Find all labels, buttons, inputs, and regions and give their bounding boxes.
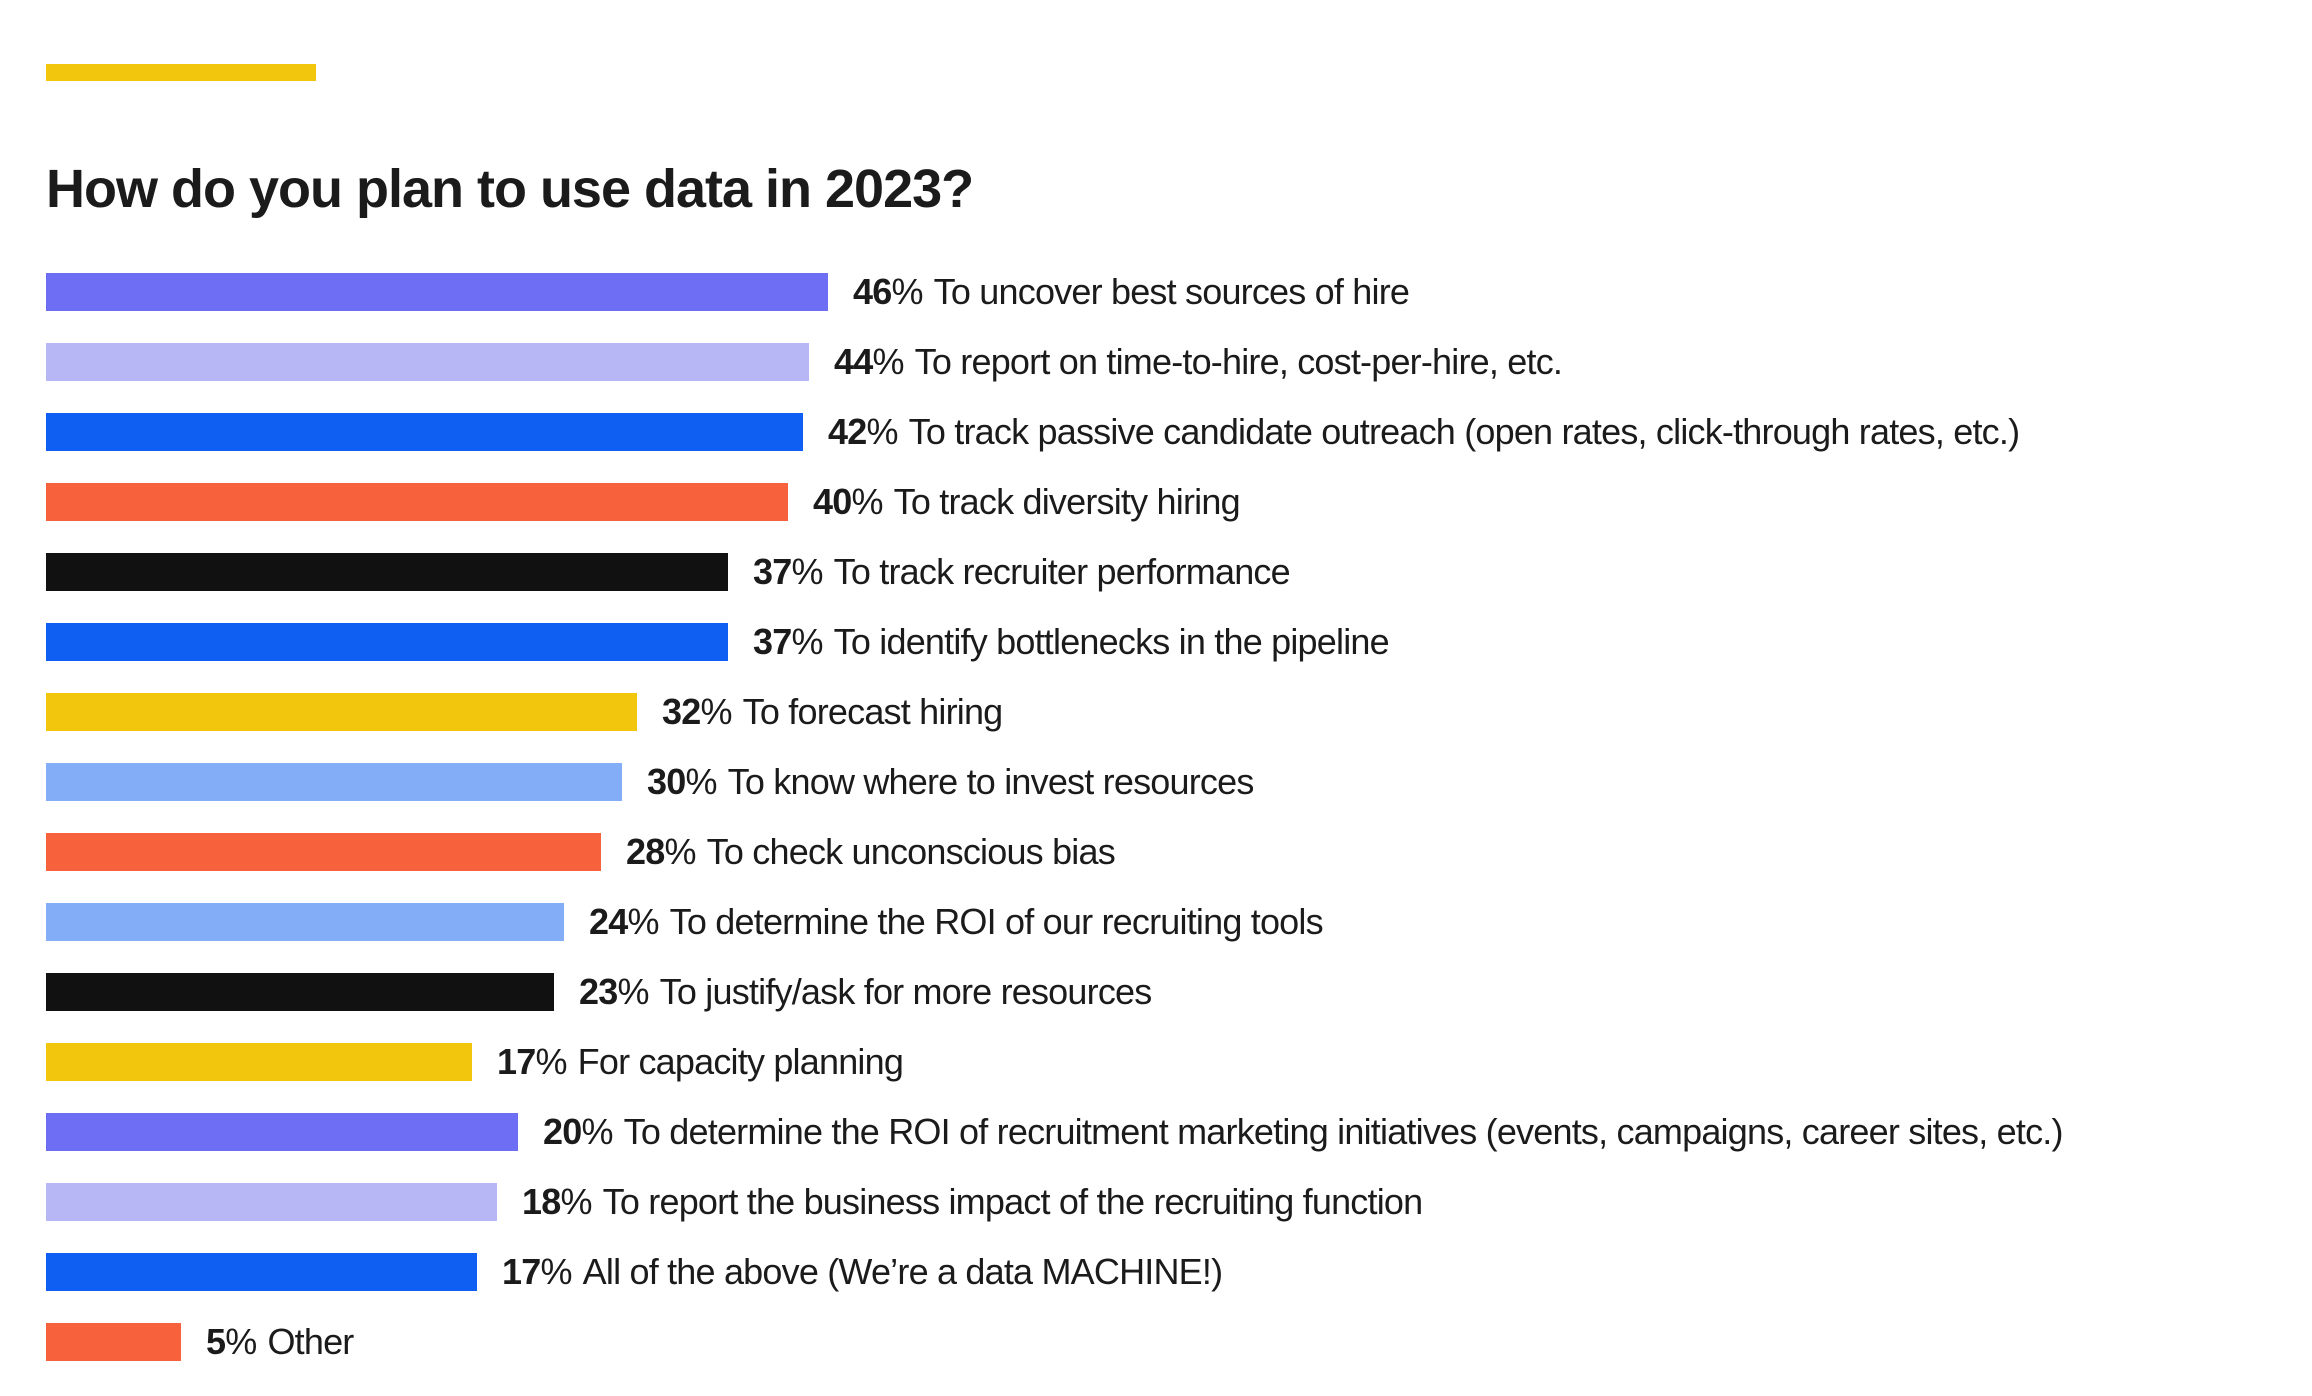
bar-value: 17 bbox=[502, 1251, 541, 1292]
bar-label: 37% To track recruiter performance bbox=[753, 551, 1291, 592]
bar-category-label: To identify bottlenecks in the pipeline bbox=[833, 621, 1390, 662]
percent-sign: % bbox=[225, 1321, 257, 1362]
bar-chart: 46% To uncover best sources of hire 44% To … bbox=[46, 257, 2312, 1377]
bar-row: 17% All of the above (We’re a data MACHIN… bbox=[46, 1237, 2312, 1307]
percent-sign: % bbox=[891, 271, 923, 312]
bar-category-label: To justify/ask for more resources bbox=[659, 971, 1153, 1012]
accent-bar bbox=[46, 64, 316, 81]
bar-row: 42% To track passive candidate outreach (… bbox=[46, 397, 2312, 467]
percent-sign: % bbox=[685, 761, 717, 802]
bar-label: 46% To uncover best sources of hire bbox=[853, 271, 1410, 312]
bar-row: 24% To determine the ROI of our recruitin… bbox=[46, 887, 2312, 957]
bar-category-label: All of the above (We’re a data MACHINE!) bbox=[582, 1251, 1223, 1292]
bar-row: 40% To track diversity hiring bbox=[46, 467, 2312, 537]
bar-label: 42% To track passive candidate outreach (… bbox=[828, 411, 2020, 452]
bar-value: 18 bbox=[522, 1181, 561, 1222]
bar-label: 17% For capacity planning bbox=[497, 1041, 904, 1082]
bar-label: 44% To report on time-to-hire, cost-per-h… bbox=[834, 341, 1563, 382]
bar bbox=[46, 1253, 477, 1291]
bar-category-label: Other bbox=[267, 1321, 354, 1362]
bar-category-label: To report on time-to-hire, cost-per-hire… bbox=[914, 341, 1563, 382]
bar bbox=[46, 693, 637, 731]
percent-sign: % bbox=[791, 551, 823, 592]
bar bbox=[46, 1183, 497, 1221]
bar-value: 30 bbox=[647, 761, 686, 802]
bar-value: 23 bbox=[579, 971, 618, 1012]
bar-value: 17 bbox=[497, 1041, 536, 1082]
percent-sign: % bbox=[791, 621, 823, 662]
bar bbox=[46, 623, 728, 661]
bar-row: 46% To uncover best sources of hire bbox=[46, 257, 2312, 327]
bar bbox=[46, 1323, 181, 1361]
bar-category-label: To know where to invest resources bbox=[727, 761, 1255, 802]
bar-label: 37% To identify bottlenecks in the pipeli… bbox=[753, 621, 1390, 662]
bar-label: 23% To justify/ask for more resources bbox=[579, 971, 1153, 1012]
bar-value: 32 bbox=[662, 691, 701, 732]
percent-sign: % bbox=[872, 341, 904, 382]
bar bbox=[46, 413, 803, 451]
bar-row: 18% To report the business impact of the … bbox=[46, 1167, 2312, 1237]
bar-row: 28% To check unconscious bias bbox=[46, 817, 2312, 887]
bar-row: 32% To forecast hiring bbox=[46, 677, 2312, 747]
bar bbox=[46, 833, 601, 871]
bar-category-label: To track recruiter performance bbox=[833, 551, 1291, 592]
bar-category-label: To track diversity hiring bbox=[893, 481, 1241, 522]
bar-label: 18% To report the business impact of the … bbox=[522, 1181, 1423, 1222]
bar-row: 5% Other bbox=[46, 1307, 2312, 1377]
bar-category-label: To report the business impact of the rec… bbox=[602, 1181, 1423, 1222]
bar-row: 37% To track recruiter performance bbox=[46, 537, 2312, 607]
bar-label: 40% To track diversity hiring bbox=[813, 481, 1241, 522]
bar-label: 30% To know where to invest resources bbox=[647, 764, 1254, 800]
bar-row: 30% To know where to invest resources bbox=[46, 747, 2312, 817]
bar bbox=[46, 1043, 472, 1081]
percent-sign: % bbox=[581, 1111, 613, 1152]
bar-category-label: To determine the ROI of our recruiting t… bbox=[669, 901, 1324, 942]
percent-sign: % bbox=[664, 831, 696, 872]
bar-label: 5% Other bbox=[206, 1324, 354, 1360]
bar bbox=[46, 343, 809, 381]
bar-label: 28% To check unconscious bias bbox=[626, 831, 1116, 872]
bar-label: 20% To determine the ROI of recruitment m… bbox=[543, 1114, 2063, 1150]
bar-value: 40 bbox=[813, 481, 852, 522]
percent-sign: % bbox=[617, 971, 649, 1012]
bar-value: 28 bbox=[626, 831, 665, 872]
bar-category-label: To forecast hiring bbox=[742, 691, 1004, 732]
bar-label: 32% To forecast hiring bbox=[662, 691, 1004, 732]
bar bbox=[46, 903, 564, 941]
chart-title: How do you plan to use data in 2023? bbox=[46, 159, 974, 220]
bar-label: 17% All of the above (We’re a data MACHIN… bbox=[502, 1251, 1223, 1292]
bar-row: 20% To determine the ROI of recruitment m… bbox=[46, 1097, 2312, 1167]
percent-sign: % bbox=[700, 691, 732, 732]
bar-row: 17% For capacity planning bbox=[46, 1027, 2312, 1097]
bar-value: 24 bbox=[589, 901, 628, 942]
bar-value: 37 bbox=[753, 621, 792, 662]
bar-category-label: To track passive candidate outreach (ope… bbox=[908, 411, 2020, 452]
bar-category-label: To uncover best sources of hire bbox=[933, 271, 1410, 312]
bar-row: 23% To justify/ask for more resources bbox=[46, 957, 2312, 1027]
bar-category-label: To determine the ROI of recruitment mark… bbox=[623, 1111, 2064, 1152]
bar-value: 5 bbox=[206, 1321, 226, 1362]
percent-sign: % bbox=[866, 411, 898, 452]
bar-category-label: For capacity planning bbox=[577, 1041, 904, 1082]
bar bbox=[46, 973, 554, 1011]
percent-sign: % bbox=[560, 1181, 592, 1222]
bar bbox=[46, 1113, 518, 1151]
bar bbox=[46, 553, 728, 591]
percent-sign: % bbox=[535, 1041, 567, 1082]
percent-sign: % bbox=[540, 1251, 572, 1292]
bar-value: 20 bbox=[543, 1111, 582, 1152]
percent-sign: % bbox=[851, 481, 883, 522]
bar-category-label: To check unconscious bias bbox=[706, 831, 1116, 872]
bar bbox=[46, 273, 828, 311]
bar-row: 37% To identify bottlenecks in the pipeli… bbox=[46, 607, 2312, 677]
bar-value: 44 bbox=[834, 341, 873, 382]
bar bbox=[46, 763, 622, 801]
bar-value: 37 bbox=[753, 551, 792, 592]
bar-value: 42 bbox=[828, 411, 867, 452]
bar bbox=[46, 483, 788, 521]
percent-sign: % bbox=[627, 901, 659, 942]
bar-row: 44% To report on time-to-hire, cost-per-h… bbox=[46, 327, 2312, 397]
bar-value: 46 bbox=[853, 271, 892, 312]
bar-label: 24% To determine the ROI of our recruitin… bbox=[589, 901, 1324, 942]
